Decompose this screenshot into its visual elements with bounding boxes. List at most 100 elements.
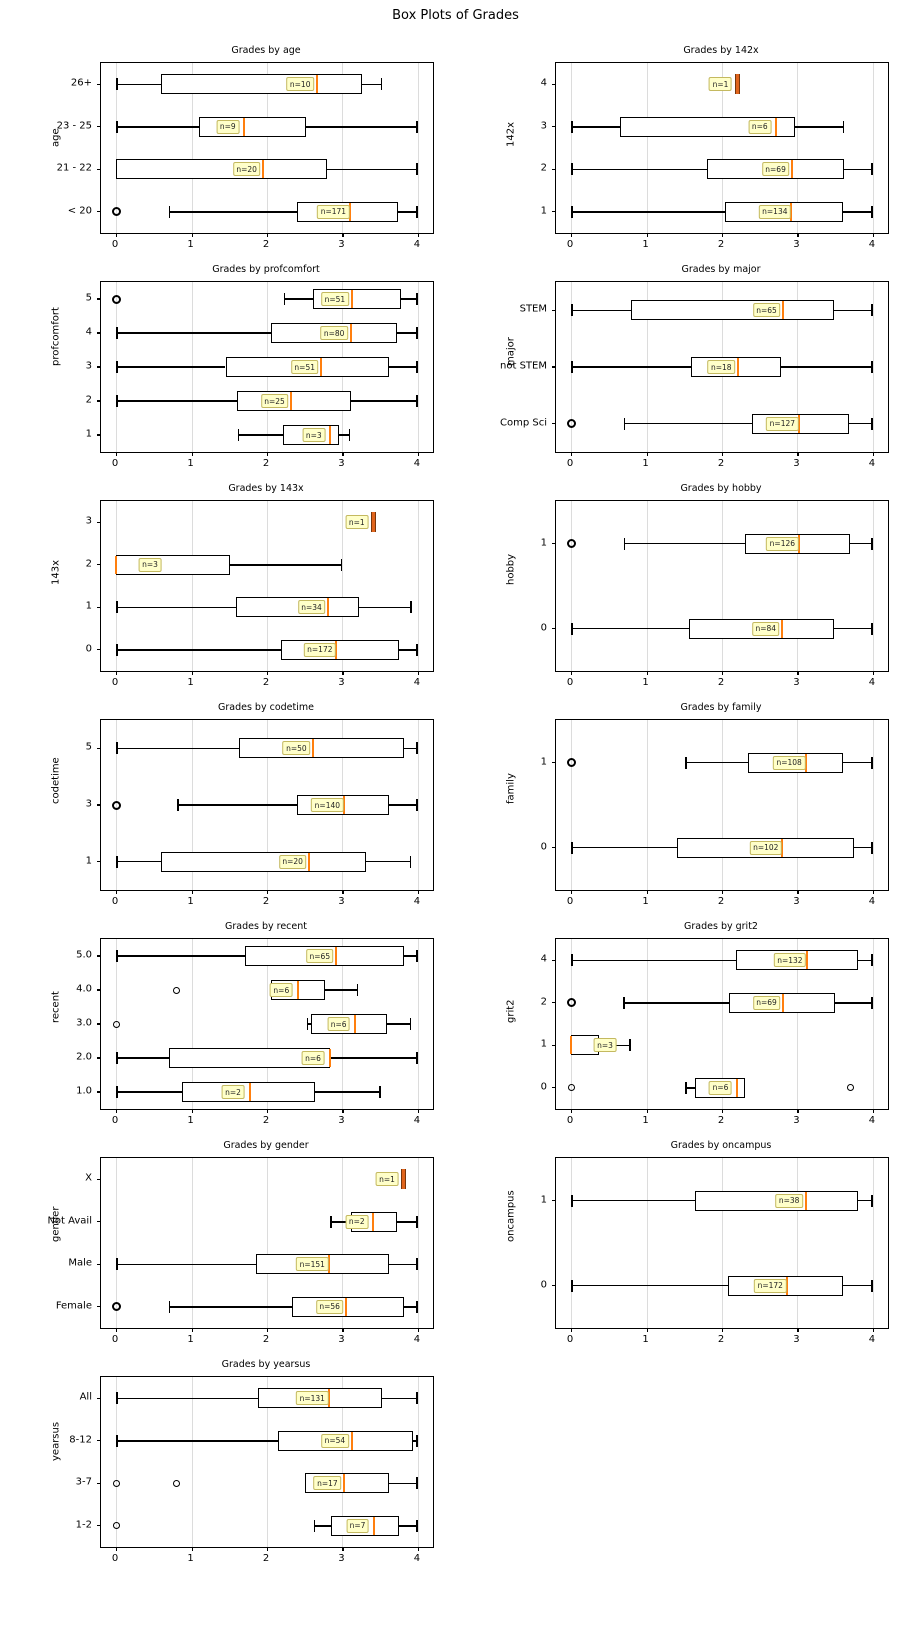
- plot-area: n=126 n=84: [552, 500, 889, 675]
- y-tick-mark: [97, 168, 101, 170]
- count-label: n=38: [775, 1193, 803, 1208]
- x-tick-label: 4: [868, 1334, 876, 1345]
- x-tick-mark: [797, 233, 799, 237]
- whisker-low: [330, 1221, 351, 1223]
- whisker-cap-high: [416, 1052, 418, 1064]
- count-label: n=65: [306, 949, 334, 963]
- y-tick-label: 3: [85, 515, 92, 527]
- box: [160, 851, 366, 872]
- y-tick-mark: [97, 804, 101, 806]
- x-tick-label: 1: [187, 239, 194, 250]
- whisker-cap-high: [416, 395, 418, 407]
- gridline: [646, 501, 648, 671]
- x-tick-label: 2: [262, 1334, 270, 1345]
- whisker-cap-low: [313, 1519, 316, 1532]
- y-tick-mark: [97, 400, 101, 402]
- gridline: [797, 1158, 799, 1328]
- whisker-cap-low: [116, 950, 118, 962]
- whisker-high: [842, 761, 873, 764]
- count-label: n=50: [282, 741, 311, 756]
- median-line: [312, 739, 315, 758]
- whisker-cap-high: [416, 742, 418, 755]
- x-tick-mark: [267, 671, 269, 675]
- whisker-low: [571, 309, 631, 312]
- gridline: [872, 501, 874, 671]
- x-tick-mark: [267, 1547, 269, 1551]
- median-line: [782, 301, 785, 320]
- gridline: [342, 63, 344, 233]
- plot-area: n=108 n=102: [552, 719, 889, 894]
- count-label: n=65: [752, 303, 781, 318]
- count-label: n=3: [593, 1038, 617, 1053]
- gridline: [417, 1377, 419, 1547]
- y-tick-label: 4: [85, 326, 92, 338]
- whisker-cap-low: [116, 1392, 118, 1405]
- whisker-cap-low: [283, 293, 286, 305]
- x-tick-label: 1: [187, 1553, 194, 1564]
- whisker-low: [623, 542, 745, 545]
- count-label: n=25: [260, 394, 289, 408]
- whisker-low: [168, 211, 298, 213]
- y-tick-mark: [97, 1221, 101, 1223]
- whisker-low: [313, 1525, 332, 1527]
- count-label: n=34: [297, 600, 326, 615]
- x-tick-mark: [116, 233, 118, 237]
- count-label: n=69: [761, 162, 790, 177]
- x-tick-label: 2: [717, 1334, 725, 1345]
- gridline: [267, 1158, 268, 1328]
- y-tick-mark: [97, 564, 101, 566]
- whisker-low: [116, 1440, 279, 1442]
- whisker-high: [795, 126, 845, 128]
- x-tick-label: 0: [111, 1334, 119, 1345]
- outlier-marker: [112, 1479, 120, 1487]
- whisker-cap-low: [116, 1052, 118, 1064]
- x-tick-label: 1: [642, 239, 649, 250]
- x-tick-label: 3: [793, 458, 800, 469]
- gridline: [722, 720, 723, 890]
- whisker-high: [397, 211, 418, 213]
- x-tick-label: 3: [338, 896, 345, 907]
- whisker-low: [116, 606, 237, 608]
- whisker-low: [116, 83, 162, 85]
- x-tick-mark: [872, 233, 875, 237]
- count-label: n=20: [278, 854, 307, 869]
- gridline: [722, 63, 723, 233]
- x-tick-mark: [342, 890, 344, 894]
- x-tick-label: 2: [717, 239, 725, 250]
- whisker-low: [571, 959, 736, 961]
- outlier-marker: [111, 1302, 121, 1312]
- whisker-high: [842, 1284, 873, 1287]
- y-tick-mark: [552, 1044, 556, 1046]
- x-tick-label: 4: [413, 1553, 421, 1564]
- whisker-high: [365, 860, 412, 863]
- y-tick-label: 3-7: [75, 1476, 92, 1488]
- count-label: n=131: [296, 1391, 329, 1406]
- box: [630, 300, 835, 321]
- whisker-high: [780, 366, 873, 368]
- whisker-cap-high: [416, 1477, 418, 1490]
- x-tick-label: 4: [868, 458, 876, 469]
- x-tick-label: 2: [262, 677, 270, 688]
- whisker-cap-low: [177, 799, 179, 811]
- subplot-title: Grades by hobby: [680, 483, 762, 494]
- gridline: [872, 63, 874, 233]
- gridline: [417, 501, 419, 671]
- count-label: n=17: [313, 1476, 342, 1491]
- median-line: [243, 117, 246, 136]
- median-line: [797, 414, 800, 433]
- whisker-high: [330, 1057, 418, 1059]
- count-label: n=84: [751, 621, 780, 636]
- y-tick-mark: [97, 649, 101, 651]
- whisker-cap-low: [116, 1258, 118, 1271]
- x-tick-mark: [646, 890, 648, 894]
- gridline: [571, 1158, 573, 1328]
- subplot-family: Grades by family family n=108 n=102 0 1 2 3 4 1 0: [455, 695, 910, 914]
- whisker-high: [399, 1525, 418, 1527]
- whisker-cap-high: [416, 1434, 418, 1447]
- count-label: n=134: [758, 204, 791, 219]
- x-tick-label: 3: [793, 239, 800, 250]
- whisker-high: [834, 627, 873, 630]
- whisker-cap-high: [379, 1086, 381, 1098]
- y-tick-mark: [97, 211, 101, 213]
- gridline: [116, 501, 118, 671]
